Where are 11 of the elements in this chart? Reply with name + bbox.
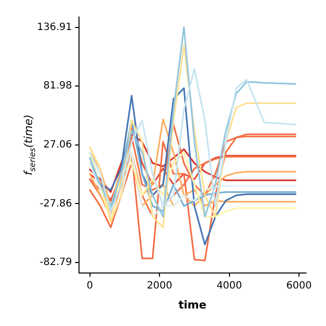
y-tick-label: 136.91 <box>36 22 72 33</box>
y-axis-title: fseries(time) <box>22 114 37 176</box>
x-tick-label: 6000 <box>286 280 312 292</box>
y-tick-label: 81.98 <box>43 80 72 92</box>
x-axis-title: time <box>178 298 206 312</box>
y-tick-label: 27.06 <box>43 139 72 150</box>
y-tick-label: -82.79 <box>40 257 72 268</box>
x-tick-label: 2000 <box>146 280 172 292</box>
x-tick-label: 0 <box>86 280 93 292</box>
y-tick-label: -27.86 <box>40 198 72 210</box>
x-tick-label: 4000 <box>216 280 242 292</box>
